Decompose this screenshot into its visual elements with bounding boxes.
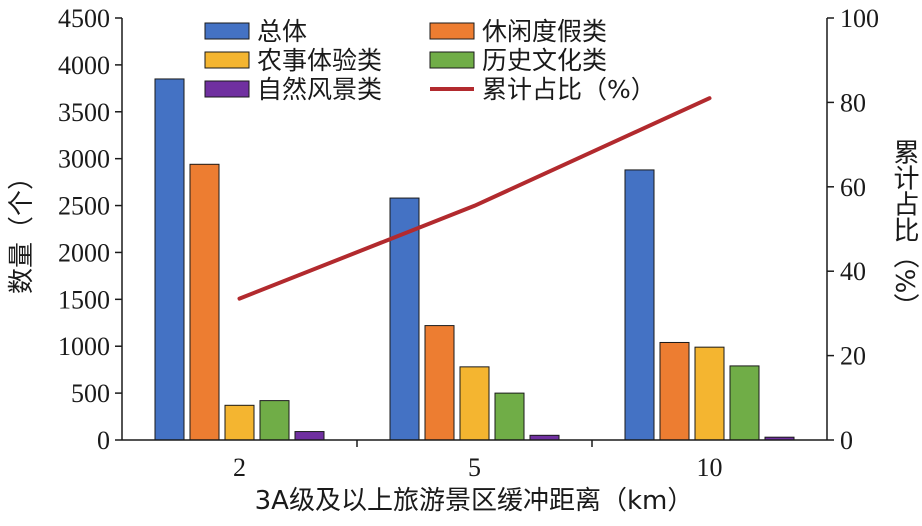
- left-y-tick-label: 3500: [58, 98, 110, 127]
- bar-休闲度假类-2: [189, 163, 220, 441]
- legend-swatch-自然风景类: [204, 80, 250, 98]
- y-axis-title-left: 数量（个）: [7, 164, 37, 294]
- right-y-tick-label: 80: [840, 88, 866, 117]
- left-y-tick-label: 4000: [58, 51, 110, 80]
- left-y-tick-label: 2500: [58, 192, 110, 221]
- bar-总体-10: [624, 169, 655, 441]
- right-y-tick-label: 20: [840, 342, 866, 371]
- left-y-tick-label: 2000: [58, 238, 110, 267]
- right-y-tick-label: 40: [840, 257, 866, 286]
- bar-历史文化类-10: [729, 365, 760, 441]
- x-tick-label: 5: [468, 453, 481, 482]
- legend-label: 自然风景类: [257, 75, 382, 104]
- left-y-tick-label: 500: [71, 379, 110, 408]
- left-y-tick-label: 0: [97, 426, 110, 455]
- bar-总体-2: [154, 78, 185, 441]
- cumulative-share-line: [237, 96, 712, 301]
- legend-swatch-休闲度假类: [429, 22, 475, 40]
- right-y-tick-label: 100: [840, 4, 879, 33]
- bar-休闲度假类-5: [424, 325, 455, 441]
- bar-休闲度假类-10: [659, 341, 690, 441]
- y-axis-title-right: 累计占比（%）: [889, 139, 919, 320]
- x-tick-label: 2: [233, 453, 246, 482]
- bar-历史文化类-2: [259, 400, 290, 441]
- left-y-tick-label: 1000: [58, 332, 110, 361]
- x-tick-label: 10: [697, 453, 723, 482]
- bars-layer: [154, 78, 795, 441]
- ticks-layer: 0 500 1000 1500 2000 2500 3000 3500 4000 4500 0 20 4…: [58, 4, 879, 482]
- line-layer: [237, 96, 712, 301]
- bar-农事体验类-10: [694, 346, 725, 441]
- left-y-tick-label: 3000: [58, 145, 110, 174]
- axes-layer: [121, 18, 828, 441]
- legend-label: 历史文化类: [482, 46, 607, 75]
- legend-swatch-总体: [204, 22, 250, 40]
- legend-swatch-历史文化类: [429, 51, 475, 69]
- bar-农事体验类-5: [459, 366, 490, 441]
- legend-label: 累计占比（%）: [482, 75, 656, 104]
- bar-自然风景类-2: [294, 431, 325, 441]
- x-axis-title: 3A级及以上旅游景区缓冲距离（km）: [255, 486, 694, 516]
- left-y-tick-label: 4500: [58, 4, 110, 33]
- bar-农事体验类-2: [224, 404, 255, 441]
- legend-label: 总体: [257, 17, 307, 46]
- right-y-tick-label: 0: [840, 426, 853, 455]
- legend-label: 休闲度假类: [482, 17, 607, 46]
- bar-历史文化类-5: [494, 392, 525, 441]
- legend-label: 农事体验类: [257, 46, 382, 75]
- right-y-tick-label: 60: [840, 173, 866, 202]
- left-y-tick-label: 1500: [58, 285, 110, 314]
- legend-swatch-农事体验类: [204, 51, 250, 69]
